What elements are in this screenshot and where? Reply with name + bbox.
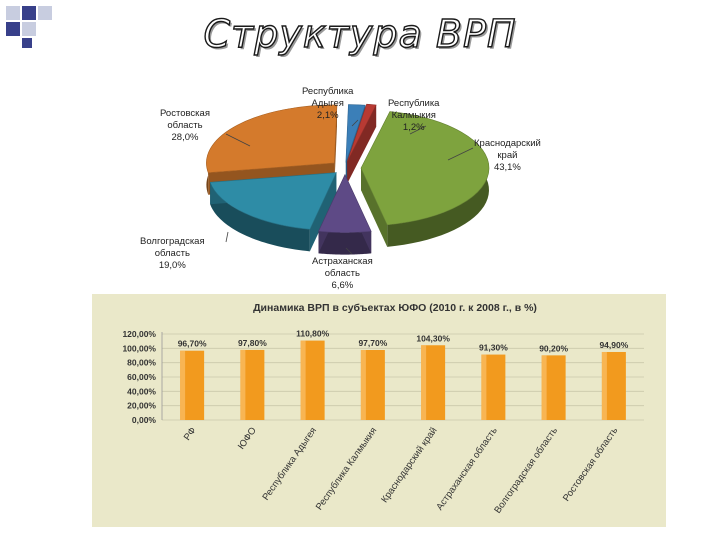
bar-y-tick-label: 40,00% [127, 386, 156, 396]
pie-label-adygea: Республика Адыгея 2,1% [302, 86, 353, 122]
pie-slice-side [210, 182, 310, 252]
bar-value-label: 96,70% [178, 339, 207, 349]
bar-y-tick-label: 0,00% [132, 415, 157, 425]
bar-highlight [360, 349, 366, 420]
pie-label-line: Астраханская [312, 256, 373, 267]
pie-slice-top [209, 172, 337, 230]
pie-label-krasnodar: Краснодарский край 43,1% [474, 138, 541, 174]
pie-value-label: 43,1% [493, 162, 521, 173]
pie-slice-top [345, 104, 366, 163]
pie-slice-top [360, 111, 490, 226]
bar-chart: Динамика ВРП в субъектах ЮФО (2010 г. к … [122, 302, 644, 516]
bar-value-label: 90,20% [539, 343, 568, 353]
bar-y-tick-label: 20,00% [127, 401, 156, 411]
pie-chart-canvas [206, 103, 490, 255]
bar [601, 351, 626, 420]
bar [240, 349, 265, 420]
bar-category-label: РФ [182, 425, 199, 442]
bar-category-label: Астраханская область [434, 425, 500, 512]
bar-value-label: 97,80% [238, 338, 267, 348]
pie-slice-edge [347, 105, 377, 184]
bar-category-label: Республика Калмыкия [314, 425, 379, 512]
pie-slice-top [346, 103, 377, 162]
bar-chart-title: Динамика ВРП в субъектах ЮФО (2010 г. к … [253, 302, 537, 314]
bar-value-label: 97,70% [358, 338, 387, 348]
bar-y-tick-label: 80,00% [127, 358, 156, 368]
bar [481, 354, 506, 420]
bar-value-label: 104,30% [416, 333, 450, 343]
pie-slice-top [318, 173, 372, 233]
decorative-corner-squares [6, 6, 52, 48]
pie-leader-line [345, 247, 353, 255]
bar [421, 345, 446, 420]
pie-label-rostov: Ростовская область 28,0% [160, 108, 210, 144]
pie-leader-line [225, 231, 229, 243]
pie-slice [209, 172, 337, 252]
pie-leader-line [409, 125, 427, 135]
pie-leader-line [447, 147, 474, 161]
pie-slice-side [318, 231, 372, 255]
bar-category-label: Волгоградская область [492, 425, 560, 515]
pie-chart: Республика Адыгея 2,1% Республика Калмык… [130, 78, 590, 292]
pie-value-label: 1,2% [402, 122, 425, 133]
bar-highlight [601, 351, 607, 420]
bar-category-label: Ростовская область [561, 425, 620, 503]
pie-label-astrakhan: Астраханская область 6,6% [312, 256, 373, 292]
bar-highlight [541, 355, 547, 420]
pie-label-line: Адыгея [311, 98, 344, 109]
pie-slice [360, 111, 490, 247]
pie-value-label: 2,1% [316, 110, 339, 121]
pie-value-label: 28,0% [171, 132, 199, 143]
pie-label-line: Республика [388, 98, 440, 109]
bar-highlight [180, 350, 186, 420]
pie-label-line: область [167, 120, 203, 131]
bar-value-label: 91,30% [479, 343, 508, 353]
bar-value-label: 110,80% [296, 329, 330, 339]
pie-label-volgograd: Волгоградская область 19,0% [140, 236, 205, 272]
bar-y-tick-label: 100,00% [122, 343, 156, 353]
bar [180, 350, 205, 420]
bar-category-label: Республика Адыгея [260, 425, 319, 502]
pie-value-label: 6,6% [331, 280, 354, 291]
bar-chart-panel: Динамика ВРП в субъектах ЮФО (2010 г. к … [92, 294, 666, 527]
bar [541, 355, 566, 420]
pie-slice-top [206, 104, 338, 174]
pie-label-line: Волгоградская [140, 236, 205, 247]
bar-highlight [240, 349, 246, 420]
bar [300, 340, 325, 420]
pie-label-line: область [154, 248, 190, 259]
pie-label-line: Республика [302, 86, 354, 97]
bar-value-label: 94,90% [599, 340, 628, 350]
pie-leader-line [225, 133, 251, 147]
bar-category-label: Краснодарский край [379, 425, 439, 505]
pie-label-line: область [324, 268, 360, 279]
bar-highlight [421, 345, 427, 420]
bar-category-label: ЮФО [236, 425, 259, 451]
pie-leader-line [351, 119, 359, 127]
pie-label-line: Калмыкия [391, 110, 436, 121]
pie-label-line: край [497, 150, 518, 161]
pie-label-line: Краснодарский [474, 138, 541, 149]
pie-slice-edge [360, 168, 388, 247]
pie-slice [346, 103, 377, 184]
pie-label-kalmykia: Республика Калмыкия 1,2% [388, 98, 439, 134]
bar-y-tick-label: 120,00% [122, 329, 156, 339]
bar-highlight [481, 354, 487, 420]
bar-y-tick-label: 60,00% [127, 372, 156, 382]
bar-highlight [300, 340, 306, 420]
pie-label-line: Ростовская [160, 108, 210, 119]
bar [360, 349, 385, 420]
slide-title: Структура ВРП [203, 11, 517, 56]
pie-slice [318, 173, 372, 255]
pie-value-label: 19,0% [158, 260, 186, 271]
